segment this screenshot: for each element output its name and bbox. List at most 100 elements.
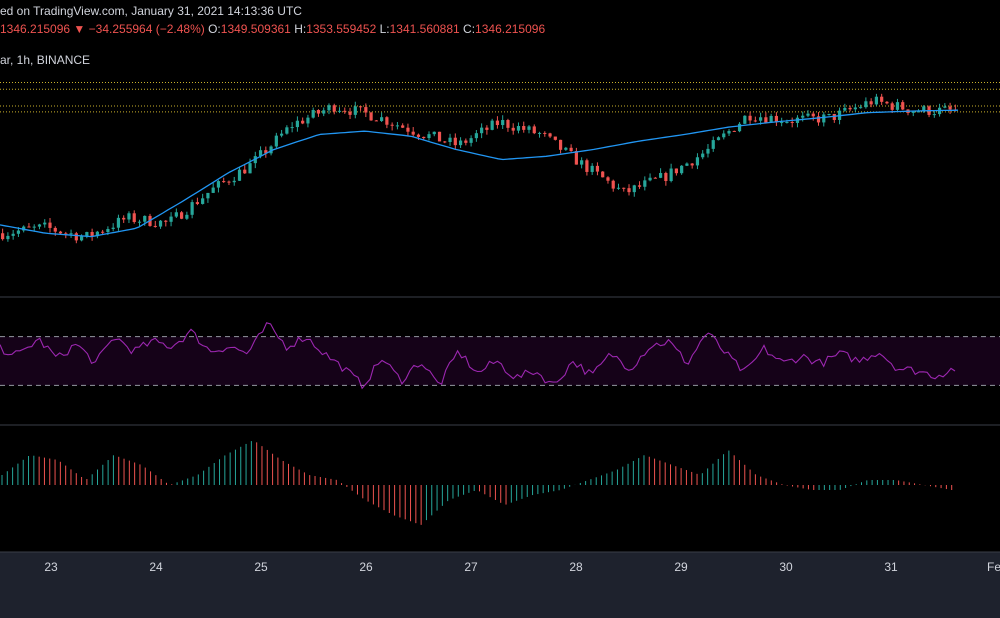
open-label: O: [208,22,221,36]
candle-body [811,113,815,117]
candle-body [532,126,536,134]
x-tick: 24 [149,560,163,574]
candle-body [216,181,221,188]
candle-body [64,233,68,235]
candle-body [258,150,263,157]
candle-body [301,120,305,124]
candle-body [290,127,294,129]
candle-body [406,127,410,132]
candle-body [332,105,336,112]
candle-body [716,137,721,141]
candle-body [558,139,563,150]
candle-body [669,168,673,182]
candle-body [143,215,147,222]
candle-body [380,117,384,121]
candle-body [95,231,99,237]
candle-body [385,117,389,125]
x-tick: 26 [359,560,373,574]
candle-body [653,177,657,179]
candle-body [611,180,615,189]
candle-body [195,202,199,204]
x-tick: 23 [44,560,58,574]
candle-body [243,169,247,174]
candle-body [853,107,857,110]
candle-body [732,130,736,132]
candle-body [43,222,47,225]
candle-body [848,107,852,110]
candle-body [32,226,36,228]
candle-body [390,124,394,126]
candle-body [774,115,779,123]
candle-body [911,111,915,113]
candle-body [790,121,794,123]
candle-body [574,151,578,165]
candle-body [58,231,63,234]
candle-body [780,122,784,124]
symbol-line: ar, 1h, BINANCE [0,53,91,67]
x-tick: 27 [464,560,478,574]
candle-body [722,133,726,138]
candle-body [622,187,626,189]
candle-body [543,132,547,134]
candle-body [511,127,515,131]
candle-body [485,127,489,130]
time-axis-background [0,552,1000,618]
candle-body [806,113,810,116]
candle-body [153,225,157,227]
candle-body [769,115,773,123]
candle-body [79,236,84,241]
candle-body [427,134,431,139]
candle-body [869,101,873,105]
candle-body [748,115,752,121]
candle-body [285,127,289,134]
candle-body [311,110,315,118]
high-label: H: [294,22,307,36]
candle-body [106,228,110,232]
candle-body [48,222,52,228]
candle-body [353,106,357,115]
candle-body [101,231,105,233]
candle-body [827,113,831,115]
candle-body [658,173,663,178]
candle-body [137,221,142,223]
candle-body [685,163,689,166]
candle-body [501,120,505,126]
candle-body [753,120,757,122]
candle-body [506,120,510,128]
candle-body [816,116,821,123]
candle-body [295,120,300,128]
candle-body [680,165,684,174]
open-value: 1349.509361 [220,22,291,36]
candle-body [727,130,731,134]
candle-body [22,226,26,231]
candle-body [322,110,326,114]
candle-body [695,157,700,166]
candle-body [227,181,231,183]
candle-body [280,133,284,136]
candle-body [743,115,747,124]
candle-body [711,140,715,149]
last-price: 1346.215096 [0,22,71,36]
candle-body [537,132,542,134]
candle-body [343,110,347,112]
candle-body [316,110,321,114]
x-tick: Fe [986,560,1000,574]
candle-body [69,233,73,235]
candle-body [880,96,884,102]
candle-body [448,137,452,142]
candle-body [637,185,642,187]
candle-body [306,117,310,124]
candle-body [585,160,589,172]
candle-body [458,140,463,146]
candle-body [674,168,678,174]
candle-body [943,106,947,108]
candle-body [569,147,573,152]
candle-body [843,107,847,111]
candle-body [364,107,368,113]
candle-body [174,212,178,217]
candle-body [606,177,610,181]
price-change: −34.255964 (−2.48%) [88,22,205,36]
candle-body [601,171,605,178]
candle-body [85,232,89,237]
